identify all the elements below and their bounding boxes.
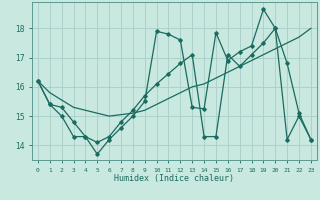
X-axis label: Humidex (Indice chaleur): Humidex (Indice chaleur) [115,174,234,183]
